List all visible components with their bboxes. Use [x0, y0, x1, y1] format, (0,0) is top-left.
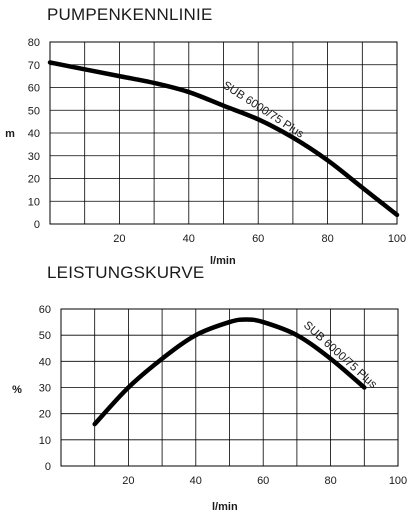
pump-y-tick-label: 30: [28, 151, 40, 163]
power-y-tick-label: 20: [39, 409, 51, 421]
power-x-tick-label: 80: [324, 475, 336, 487]
pump-y-tick-label: 10: [28, 196, 40, 208]
pump-y-tick-label: 20: [28, 174, 40, 186]
pump-x-axis-label: l/min: [210, 255, 236, 267]
power-curve-label: SUB 6000/75 Plus: [301, 319, 379, 391]
power-y-tick-label: 0: [45, 461, 51, 473]
pump-y-axis-label: m: [5, 128, 15, 140]
pump-y-tick-label: 60: [28, 83, 40, 95]
power-x-tick-label: 100: [389, 475, 407, 487]
power-y-tick-label: 40: [39, 356, 51, 368]
pump-x-tick-label: 100: [388, 233, 406, 245]
pump-x-tick-label: 40: [183, 233, 195, 245]
pump-x-tick-label: 60: [252, 233, 264, 245]
power-x-axis-label: l/min: [212, 501, 238, 513]
power-plot-frame: [60, 308, 399, 467]
pump-y-tick-label: 70: [28, 60, 40, 72]
power-y-tick-label: 10: [39, 435, 51, 447]
power-y-tick-label: 30: [39, 383, 51, 395]
power-series-line: [92, 317, 367, 427]
power-chart: 0 10 20 30 40 50 60 20 40 60 80 100 l/min% SUB 6000/7…: [12, 304, 407, 513]
pump-y-tick-label: 80: [28, 37, 40, 49]
pump-plot-frame: [49, 41, 398, 225]
pump-x-tick-label: 20: [113, 233, 125, 245]
power-x-tick-label: 60: [257, 475, 269, 487]
power-y-tick-label: 60: [39, 304, 51, 316]
power-x-tick-label: 20: [122, 475, 134, 487]
power-y-tick-label: 50: [39, 330, 51, 342]
chart-title-performance-curve: LEISTUNGSKURVE: [47, 263, 205, 282]
power-x-tick-label: 40: [190, 475, 202, 487]
chart-title-pump-curve: PUMPENKENNLINIE: [47, 5, 213, 24]
power-y-axis-label: %: [12, 384, 22, 396]
pump-y-tick-label: 40: [28, 128, 40, 140]
pump-y-tick-label: 50: [28, 105, 40, 117]
pump-x-tick-label: 80: [321, 233, 333, 245]
pump-y-tick-label: 0: [34, 219, 40, 231]
